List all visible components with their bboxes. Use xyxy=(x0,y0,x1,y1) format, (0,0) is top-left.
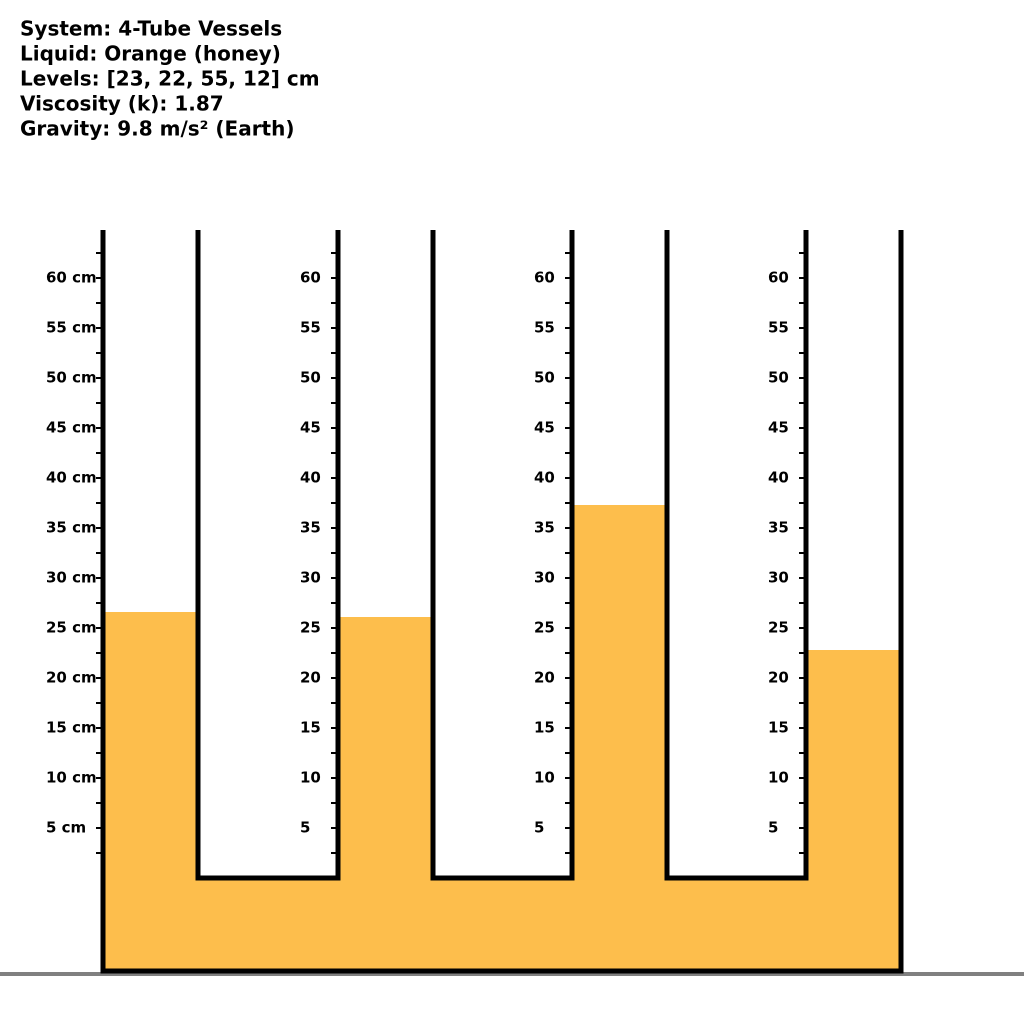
tick-label: 10 cm xyxy=(46,769,97,787)
tick-label: 15 xyxy=(768,719,789,737)
liquid-column xyxy=(806,650,901,879)
tick-label: 50 xyxy=(300,369,321,387)
tick-label: 60 xyxy=(300,269,321,287)
tick-label: 40 xyxy=(534,469,555,487)
header: System: 4-Tube Vessels Liquid: Orange (h… xyxy=(20,17,320,141)
tick-label: 25 xyxy=(768,619,789,637)
tick-label: 40 cm xyxy=(46,469,97,487)
tick-label: 25 cm xyxy=(46,619,97,637)
tick-label: 40 xyxy=(768,469,789,487)
tick-label: 50 cm xyxy=(46,369,97,387)
tick-label: 15 cm xyxy=(46,719,97,737)
liquid-column xyxy=(103,612,198,879)
tick-label: 5 xyxy=(300,819,310,837)
tick-label: 20 xyxy=(534,669,555,687)
tick-label: 55 cm xyxy=(46,319,97,337)
tick-label: 30 xyxy=(534,569,555,587)
liquid-base xyxy=(103,878,901,971)
tick-label: 60 xyxy=(768,269,789,287)
tick-label: 35 xyxy=(768,519,789,537)
tick-label: 55 xyxy=(534,319,555,337)
header-line: Gravity: 9.8 m/s² (Earth) xyxy=(20,117,295,141)
tick-label: 55 xyxy=(768,319,789,337)
tick-label: 30 xyxy=(300,569,321,587)
outer-wall xyxy=(100,230,904,974)
tick-label: 15 xyxy=(300,719,321,737)
tick-label: 60 cm xyxy=(46,269,97,287)
tick-label: 40 xyxy=(300,469,321,487)
tick-label: 30 xyxy=(768,569,789,587)
tick-label: 25 xyxy=(300,619,321,637)
tick-label: 50 xyxy=(768,369,789,387)
tick-label: 5 cm xyxy=(46,819,86,837)
tick-label: 20 xyxy=(768,669,789,687)
tick-label: 10 xyxy=(768,769,789,787)
tick-label: 25 xyxy=(534,619,555,637)
tick-label: 45 cm xyxy=(46,419,97,437)
tick-label: 35 xyxy=(534,519,555,537)
tick-label: 15 xyxy=(534,719,555,737)
tick-label: 45 xyxy=(768,419,789,437)
tick-label: 20 cm xyxy=(46,669,97,687)
header-line: Levels: [23, 22, 55, 12] cm xyxy=(20,67,320,91)
header-line: System: 4-Tube Vessels xyxy=(20,17,282,41)
tick-label: 35 cm xyxy=(46,519,97,537)
tick-label: 5 xyxy=(768,819,778,837)
tick-label: 30 cm xyxy=(46,569,97,587)
tick-label: 10 xyxy=(534,769,555,787)
tick-label: 20 xyxy=(300,669,321,687)
header-line: Liquid: Orange (honey) xyxy=(20,42,281,66)
header-line: Viscosity (k): 1.87 xyxy=(20,92,224,116)
vessel-walls xyxy=(100,230,904,974)
tick-label: 10 xyxy=(300,769,321,787)
tick-label: 45 xyxy=(534,419,555,437)
tick-label: 55 xyxy=(300,319,321,337)
liquid xyxy=(103,505,901,971)
tick-label: 60 xyxy=(534,269,555,287)
liquid-column xyxy=(338,617,433,879)
liquid-column xyxy=(572,505,667,879)
tick-label: 45 xyxy=(300,419,321,437)
tick-label: 5 xyxy=(534,819,544,837)
tick-label: 35 xyxy=(300,519,321,537)
tick-label: 50 xyxy=(534,369,555,387)
